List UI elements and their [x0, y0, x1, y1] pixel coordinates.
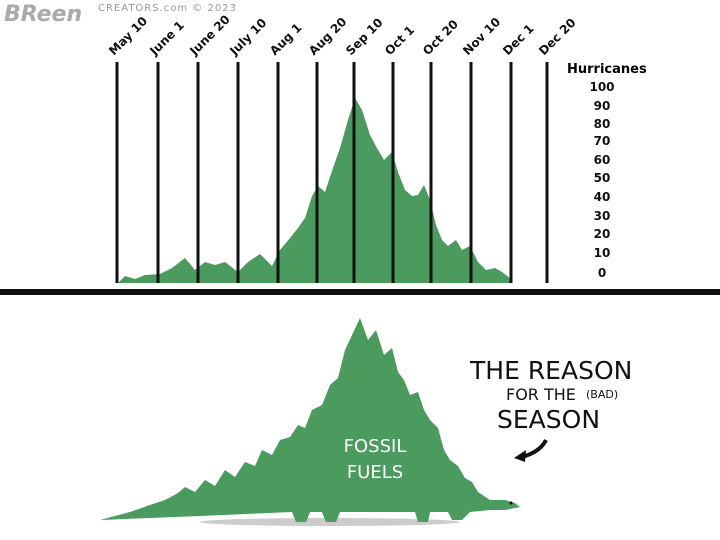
y-tick: 100	[589, 80, 615, 94]
caption-aside: (BAD)	[586, 388, 619, 401]
y-axis-title: Hurricanes	[567, 62, 647, 77]
hurricane-curve	[118, 98, 512, 283]
y-tick: 80	[593, 117, 611, 131]
y-tick: 50	[593, 171, 611, 185]
y-tick: 60	[593, 153, 611, 167]
y-tick: 0	[597, 266, 607, 280]
caption-line3: SEASON	[497, 405, 601, 434]
date-lines	[115, 62, 549, 283]
stegosaurus	[100, 318, 520, 522]
dino-label-fossil: FOSSIL	[343, 436, 407, 457]
y-tick: 90	[593, 99, 611, 113]
y-tick: 20	[593, 227, 611, 241]
y-tick: 40	[593, 190, 611, 204]
y-tick: 10	[593, 246, 611, 260]
signature: BReen	[4, 2, 83, 27]
y-tick: 30	[593, 209, 611, 223]
credit: CREATORS.com © 2023	[98, 3, 237, 14]
ground-divider	[0, 289, 720, 295]
y-tick: 70	[593, 134, 611, 148]
dino-label-fuels: FUELS	[346, 462, 404, 483]
caption-line1: THE REASON	[470, 356, 633, 385]
caption-line2: FOR THE	[506, 385, 576, 404]
